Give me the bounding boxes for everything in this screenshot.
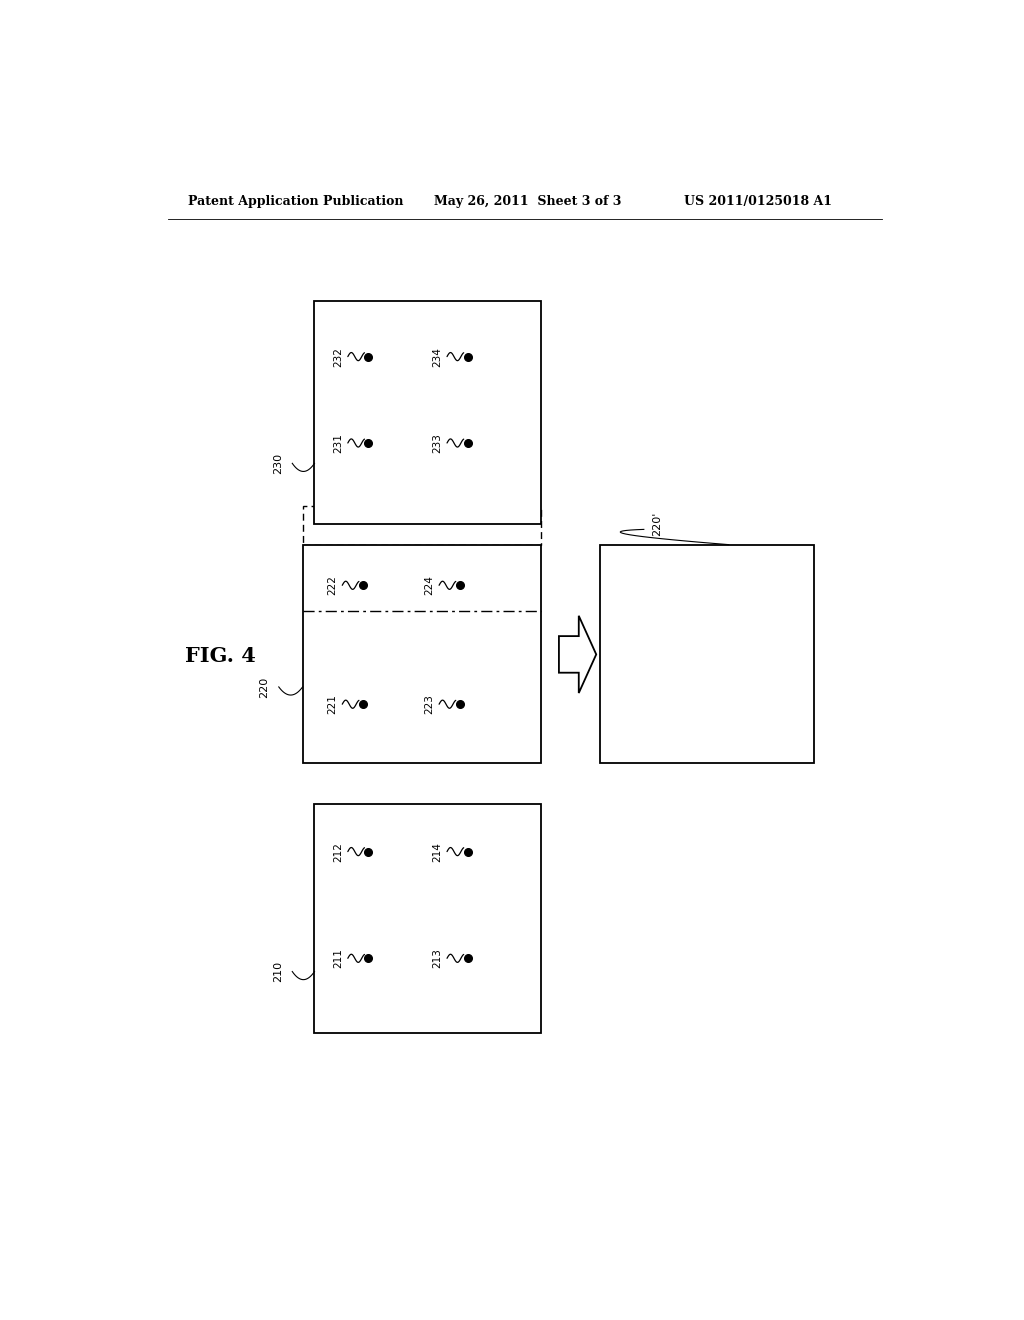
Text: 210: 210 (272, 961, 283, 982)
Text: US 2011/0125018 A1: US 2011/0125018 A1 (684, 194, 831, 207)
Bar (314, 804, 541, 1032)
Text: 232: 232 (333, 347, 343, 367)
Text: 214: 214 (432, 842, 442, 862)
Text: 220: 220 (259, 676, 269, 697)
Text: 223: 223 (424, 694, 434, 714)
Text: 220': 220' (652, 512, 662, 536)
Bar (303, 545, 541, 763)
Polygon shape (559, 615, 596, 693)
Text: 212: 212 (333, 842, 343, 862)
Text: 221: 221 (328, 694, 338, 714)
Text: 222: 222 (328, 576, 338, 595)
Text: 233: 233 (432, 433, 442, 453)
Text: Patent Application Publication: Patent Application Publication (187, 194, 403, 207)
Text: FIG. 4: FIG. 4 (185, 647, 256, 667)
Bar (303, 506, 541, 545)
Text: 213: 213 (432, 948, 442, 969)
Text: 211: 211 (333, 948, 343, 969)
Bar (314, 301, 541, 524)
Text: 231: 231 (333, 433, 343, 453)
Text: 224: 224 (424, 576, 434, 595)
Text: 230: 230 (272, 453, 283, 474)
Text: 234: 234 (432, 347, 442, 367)
Bar (600, 545, 814, 763)
Text: May 26, 2011  Sheet 3 of 3: May 26, 2011 Sheet 3 of 3 (433, 194, 621, 207)
